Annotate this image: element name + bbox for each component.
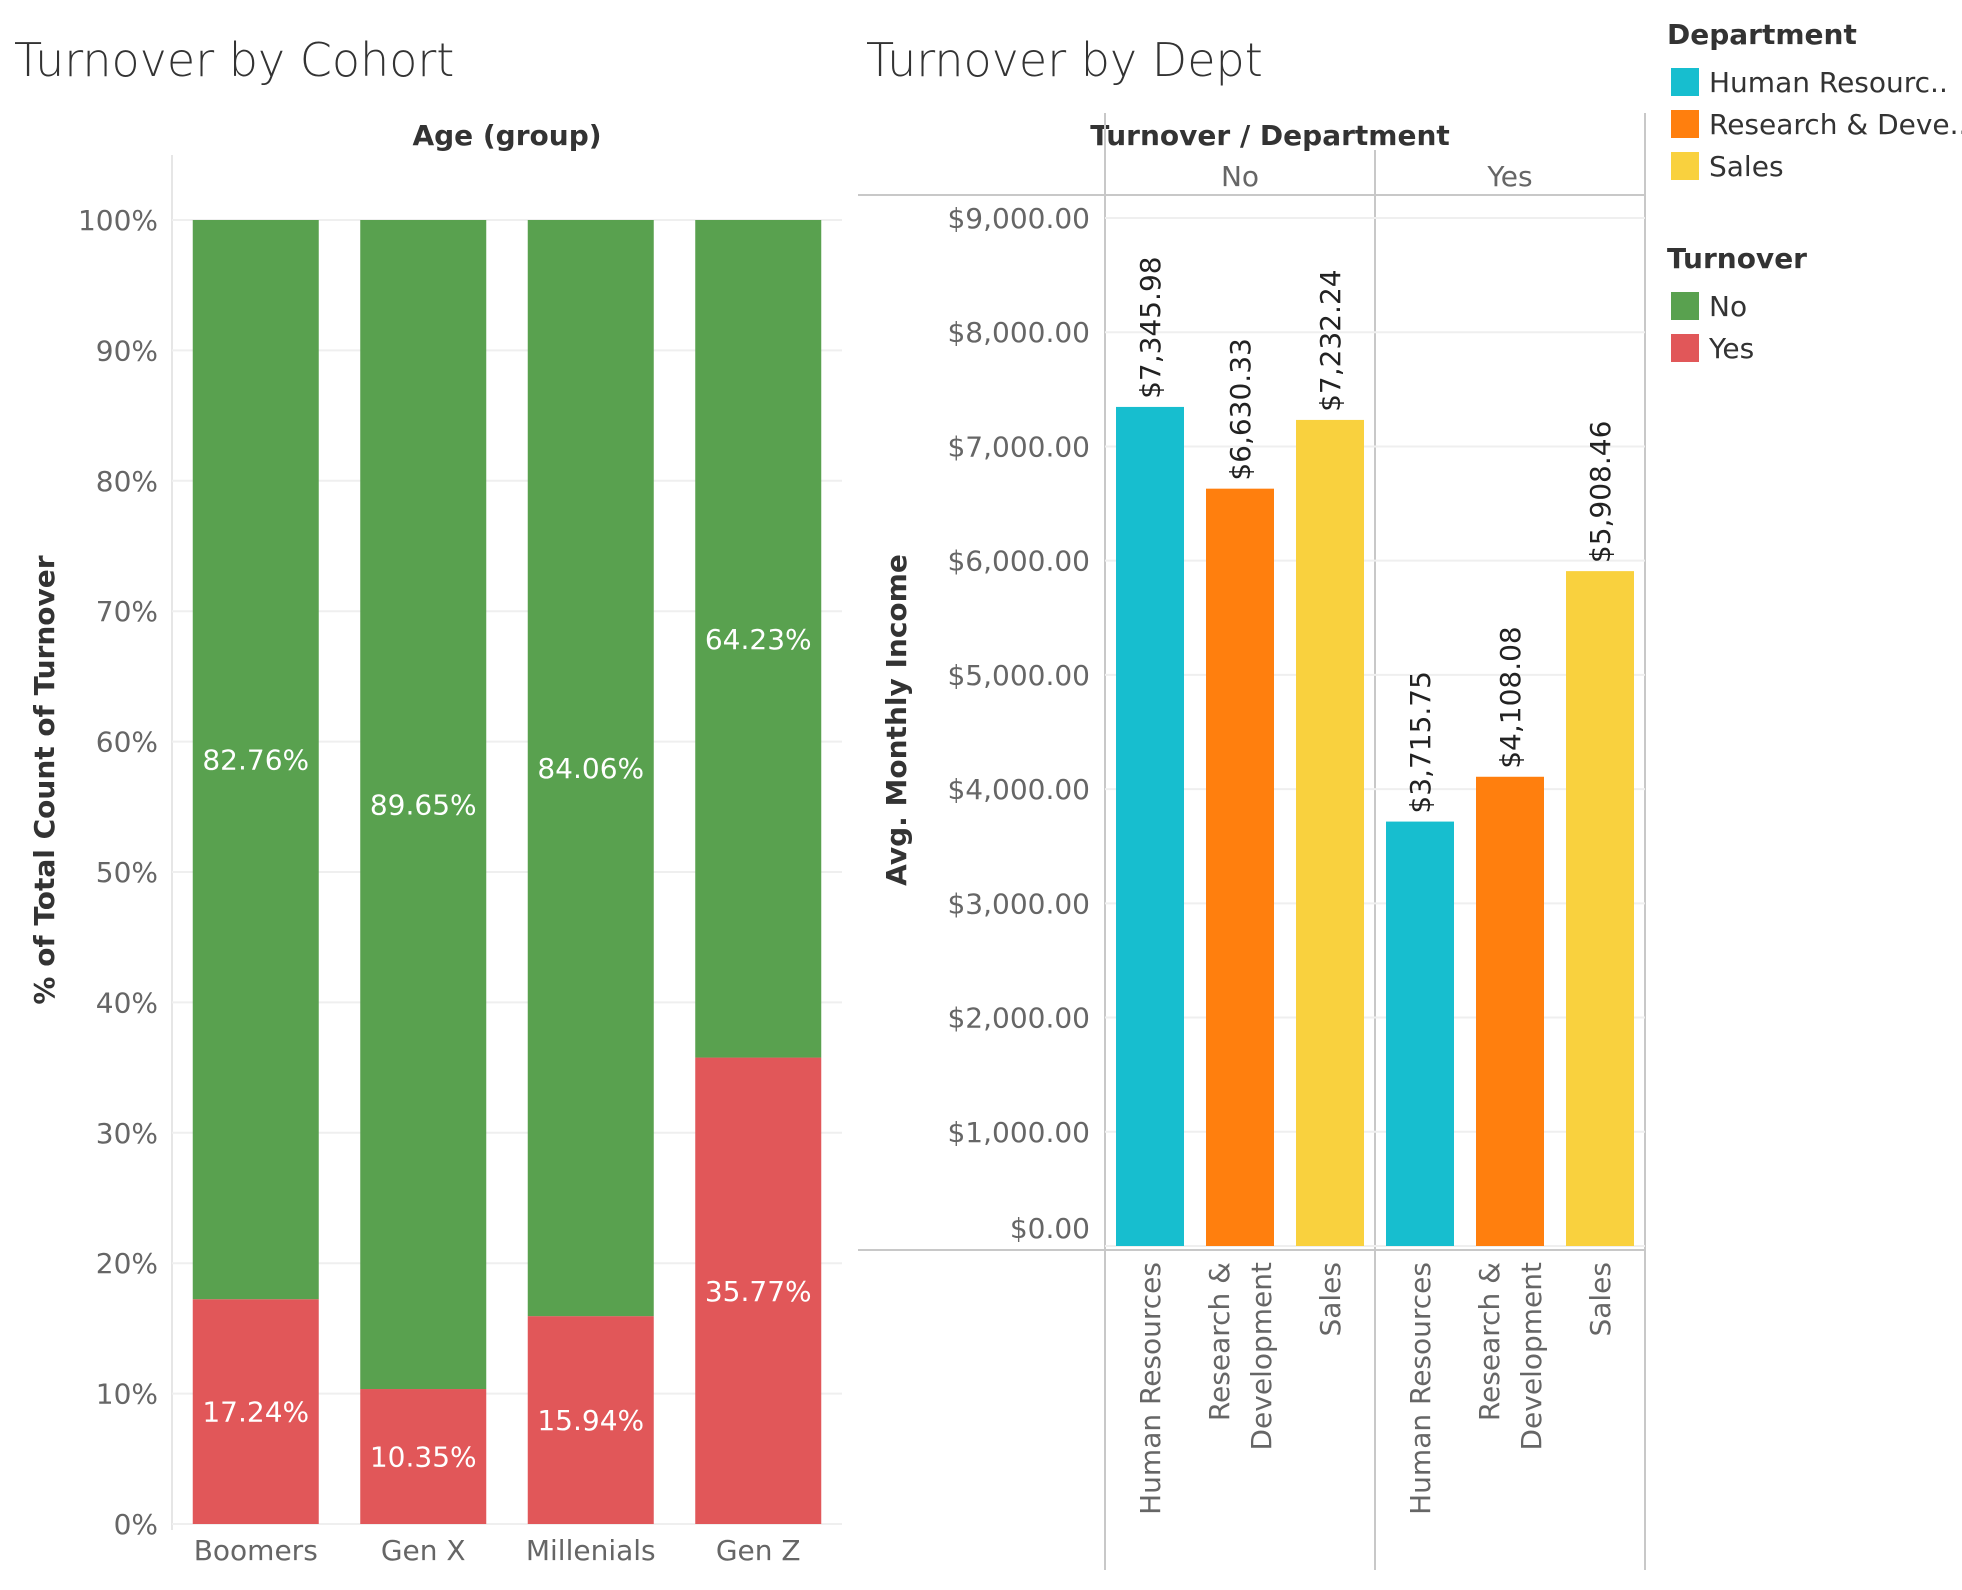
dept-x-tick-label: Sales — [1314, 1262, 1347, 1337]
dept-y-tick-label: $9,000.00 — [947, 202, 1090, 235]
cohort-chart-title: Turnover by Cohort — [14, 33, 454, 87]
dept-x-tick-label: Development — [1245, 1262, 1278, 1451]
dept-bar — [1116, 406, 1184, 1246]
dept-y-tick-label: $1,000.00 — [947, 1116, 1090, 1149]
legend-swatch — [1671, 334, 1699, 362]
cohort-y-tick-label: 20% — [96, 1247, 158, 1280]
cohort-bar-yes — [360, 1389, 487, 1524]
cohort-bar-no — [360, 220, 487, 1390]
cohort-x-tick-label: Millenials — [526, 1534, 656, 1567]
dept-y-tick-label: $7,000.00 — [947, 430, 1090, 463]
legend-swatch — [1671, 110, 1699, 138]
dept-bar — [1386, 821, 1454, 1246]
cohort-bar-yes — [695, 1057, 822, 1524]
cohort-y-tick-label: 0% — [114, 1508, 158, 1541]
dept-bar-value-label: $3,715.75 — [1404, 671, 1437, 814]
cohort-y-tick-label: 10% — [96, 1378, 158, 1411]
dept-bar — [1476, 776, 1544, 1246]
cohort-x-tick-label: Boomers — [194, 1534, 318, 1567]
dept-bar-value-label: $4,108.08 — [1494, 626, 1527, 769]
cohort-bar-label: 15.94% — [537, 1404, 644, 1437]
dept-bar-value-label: $5,908.46 — [1584, 421, 1617, 564]
cohort-bar-label: 10.35% — [370, 1441, 477, 1474]
dept-x-tick-label: Sales — [1584, 1262, 1617, 1337]
cohort-y-axis-title: % of Total Count of Turnover — [28, 555, 61, 1004]
dept-x-tick-label: Human Resources — [1134, 1262, 1167, 1515]
dept-bar — [1296, 419, 1364, 1246]
dept-bar — [1566, 571, 1634, 1246]
dept-y-axis-title: Avg. Monthly Income — [880, 554, 913, 886]
dept-x-tick-label: Research & — [1473, 1262, 1506, 1421]
cohort-bar-label: 89.65% — [370, 789, 477, 822]
legend-swatch — [1671, 68, 1699, 96]
legend-title: Turnover — [1667, 242, 1807, 275]
cohort-y-tick-label: 60% — [96, 726, 158, 759]
legend-swatch — [1671, 152, 1699, 180]
cohort-column-header: Age (group) — [412, 119, 601, 152]
legend-item-label: Sales — [1709, 150, 1784, 183]
cohort-y-tick-label: 90% — [96, 334, 158, 367]
cohort-bar-label: 17.24% — [202, 1396, 309, 1429]
dept-chart: $0.00 $1,000.00 $2,000.00 $3,000.00 $4,000.0… — [947, 160, 1645, 1515]
dept-x-tick-label: Human Resources — [1404, 1262, 1437, 1515]
legend-swatch — [1671, 292, 1699, 320]
dept-bar-value-label: $6,630.33 — [1224, 338, 1257, 481]
cohort-y-tick-label: 50% — [96, 856, 158, 889]
dept-x-tick-label: Development — [1515, 1262, 1548, 1451]
legend-item-label: Yes — [1708, 332, 1754, 365]
cohort-bar-label: 82.76% — [202, 744, 309, 777]
dept-y-tick-label: $2,000.00 — [947, 1002, 1090, 1035]
cohort-x-tick-label: Gen Z — [716, 1534, 801, 1567]
cohort-y-tick-label: 80% — [96, 465, 158, 498]
dept-y-tick-label: $6,000.00 — [947, 545, 1090, 578]
cohort-bar-no — [527, 220, 654, 1317]
dept-pane-header-yes: Yes — [1486, 160, 1532, 193]
legend-item-label: No — [1709, 290, 1747, 323]
dept-y-tick-label: $5,000.00 — [947, 659, 1090, 692]
cohort-bar-no — [192, 220, 319, 1300]
legend-item-label: Research & Deve.. — [1709, 108, 1962, 141]
cohort-y-tick-label: 70% — [96, 595, 158, 628]
cohort-x-tick-label: Gen X — [381, 1534, 466, 1567]
dept-y-tick-label: $8,000.00 — [947, 316, 1090, 349]
dept-y-tick-label: $3,000.00 — [947, 887, 1090, 920]
dept-bar-value-label: $7,232.24 — [1314, 269, 1347, 412]
dept-chart-title: Turnover by Dept — [866, 33, 1263, 87]
dept-bar-value-label: $7,345.98 — [1134, 256, 1167, 399]
cohort-bar-no — [695, 220, 822, 1058]
legend-panel: Department Human Resourc.. Research & Deve… — [1667, 18, 1962, 365]
cohort-bar-label: 35.77% — [705, 1275, 812, 1308]
dept-x-tick-label: Research & — [1203, 1262, 1236, 1421]
cohort-bar-yes — [192, 1299, 319, 1524]
dept-pane-header-no: No — [1221, 160, 1259, 193]
cohort-bar-yes — [527, 1316, 654, 1524]
dept-y-tick-label: $4,000.00 — [947, 773, 1090, 806]
dept-column-header: Turnover / Department — [1090, 119, 1450, 152]
cohort-y-tick-label: 30% — [96, 1117, 158, 1150]
cohort-chart: 0% 10% 20% 30% 40% 50% 60% 70% 80% 90% 100% 17.24% 8… — [78, 204, 842, 1567]
cohort-y-tick-label: 40% — [96, 986, 158, 1019]
legend-item-label: Human Resourc.. — [1709, 66, 1948, 99]
cohort-bar-label: 84.06% — [537, 752, 644, 785]
legend-title: Department — [1667, 18, 1857, 51]
cohort-bar-label: 64.23% — [705, 623, 812, 656]
cohort-y-tick-label: 100% — [78, 204, 158, 237]
dept-y-tick-label: $0.00 — [1010, 1212, 1090, 1245]
dept-bar — [1206, 488, 1274, 1247]
